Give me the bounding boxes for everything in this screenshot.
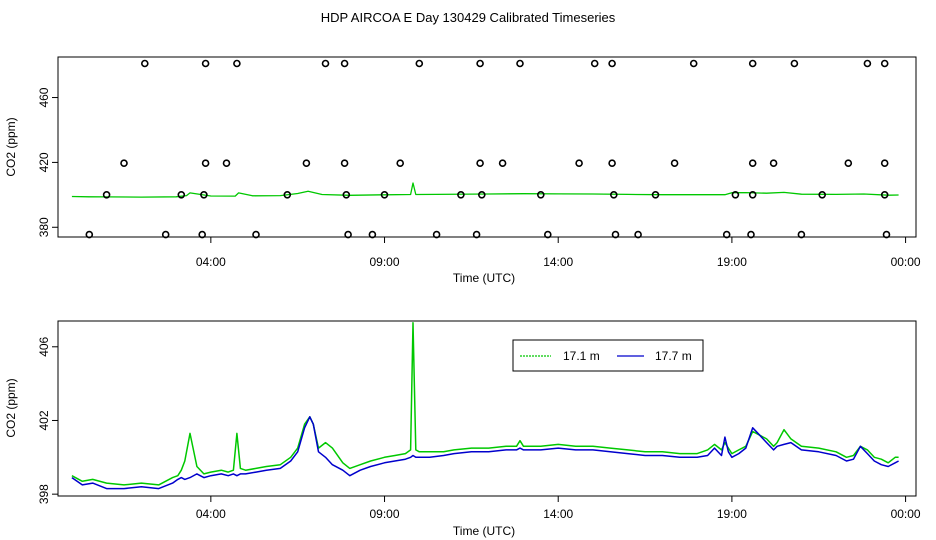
bottom-y-tick-label: 406	[37, 336, 51, 356]
calibration-point	[177, 191, 186, 199]
top-series-group	[71, 182, 899, 198]
calibration-point	[590, 59, 599, 68]
top-y-tick-label: 420	[37, 152, 51, 172]
calibration-point	[536, 191, 545, 199]
calibration-point	[477, 191, 486, 199]
calibration-point	[161, 230, 170, 239]
calibration-point	[283, 191, 292, 199]
calibration-point	[201, 59, 210, 68]
calibration-point	[882, 230, 891, 239]
calibration-point	[748, 191, 757, 199]
top-x-tick-label: 09:00	[370, 255, 400, 269]
bottom-series-17-7-m-line	[71, 416, 899, 490]
calibration-point	[342, 191, 351, 199]
top-x-axis: 04:00 09:00 14:00 19:00 00:00	[196, 237, 921, 269]
calibration-point	[863, 59, 872, 68]
calibration-point	[198, 230, 206, 239]
calibration-point	[476, 159, 484, 167]
top-x-tick-label: 19:00	[717, 255, 747, 269]
calibration-point	[722, 230, 731, 239]
legend: 17.1 m 17.7 m	[512, 339, 704, 372]
bottom-x-tick-label: 04:00	[196, 507, 226, 521]
calibration-point	[880, 59, 889, 68]
bottom-x-tick-label: 19:00	[717, 507, 747, 521]
calibration-point	[85, 230, 94, 239]
bottom-series-17-1-m-line	[71, 322, 899, 486]
calibration-point	[498, 159, 507, 167]
calibration-point	[472, 230, 481, 239]
calibration-point	[396, 159, 405, 167]
calibration-point	[102, 191, 111, 199]
calibration-point	[368, 230, 377, 239]
calibration-point	[689, 59, 698, 68]
bottom-x-tick-label: 09:00	[370, 507, 400, 521]
calibration-point	[790, 59, 799, 68]
calibration-point	[611, 230, 620, 239]
calibration-point	[634, 230, 642, 239]
calibration-point	[233, 59, 241, 68]
calibration-point	[818, 191, 827, 199]
calibration-point	[731, 191, 740, 199]
top-calibration-points	[85, 59, 891, 239]
calibration-point	[543, 230, 552, 239]
calibration-point	[201, 159, 210, 167]
calibration-point	[609, 191, 618, 199]
calibration-point	[670, 159, 679, 167]
calibration-point	[340, 159, 349, 167]
bottom-panel: 398 402 406 04:00 09:00 14:00 19:00 00:00 Time…	[4, 320, 921, 538]
bottom-y-tick-label: 402	[37, 410, 51, 430]
calibration-point	[340, 59, 349, 68]
top-panel: 380 420 460 04:00 09:00 14:00 19:00 00:00 Time…	[4, 56, 921, 285]
calibration-point	[608, 59, 616, 68]
bottom-y-axis: 398 402 406	[37, 336, 58, 504]
bottom-x-tick-label: 14:00	[543, 507, 573, 521]
calibration-point	[769, 159, 778, 167]
bottom-plot-frame	[57, 320, 917, 497]
legend-label-17-1m: 17.1 m	[563, 349, 600, 363]
calibration-point	[120, 159, 128, 167]
top-plot-frame	[57, 56, 917, 238]
calibration-point	[380, 191, 389, 199]
calibration-point	[200, 191, 208, 199]
calibration-point	[797, 230, 806, 239]
bottom-y-tick-label: 398	[37, 484, 51, 504]
bottom-x-axis-label: Time (UTC)	[453, 524, 515, 538]
top-x-axis-label: Time (UTC)	[453, 271, 515, 285]
top-y-tick-label: 460	[37, 87, 51, 107]
figure-title: HDP AIRCOA E Day 130429 Calibrated Times…	[321, 10, 616, 25]
top-y-tick-label: 380	[37, 217, 51, 237]
calibration-point	[747, 230, 755, 239]
bottom-series-group	[71, 322, 899, 490]
calibration-point	[415, 59, 424, 68]
calibration-point	[222, 159, 231, 167]
calibration-point	[651, 191, 660, 199]
top-y-axis: 380 420 460	[37, 87, 58, 237]
calibration-point	[575, 159, 583, 167]
calibration-point	[844, 159, 853, 167]
bottom-y-axis-label: CO2 (ppm)	[4, 378, 18, 437]
legend-label-17-7m: 17.7 m	[655, 349, 692, 363]
calibration-point	[432, 230, 441, 239]
calibration-point	[608, 159, 616, 167]
bottom-x-axis: 04:00 09:00 14:00 19:00 00:00	[196, 496, 921, 521]
calibration-point	[302, 159, 311, 167]
calibration-point	[252, 230, 260, 239]
calibration-point	[141, 59, 149, 68]
calibration-point	[321, 59, 330, 68]
calibration-point	[516, 59, 524, 68]
top-x-tick-label: 14:00	[543, 255, 573, 269]
calibration-point	[880, 191, 889, 199]
top-series-17-1-m-line	[71, 182, 899, 198]
calibration-point	[748, 159, 757, 167]
top-x-tick-label: 00:00	[891, 255, 921, 269]
top-y-axis-label: CO2 (ppm)	[4, 117, 18, 176]
calibration-point	[344, 230, 352, 239]
calibration-point	[476, 59, 484, 68]
calibration-point	[748, 59, 757, 68]
calibration-point	[457, 191, 465, 199]
bottom-x-tick-label: 00:00	[891, 507, 921, 521]
top-x-tick-label: 04:00	[196, 255, 226, 269]
calibration-point	[880, 159, 889, 167]
